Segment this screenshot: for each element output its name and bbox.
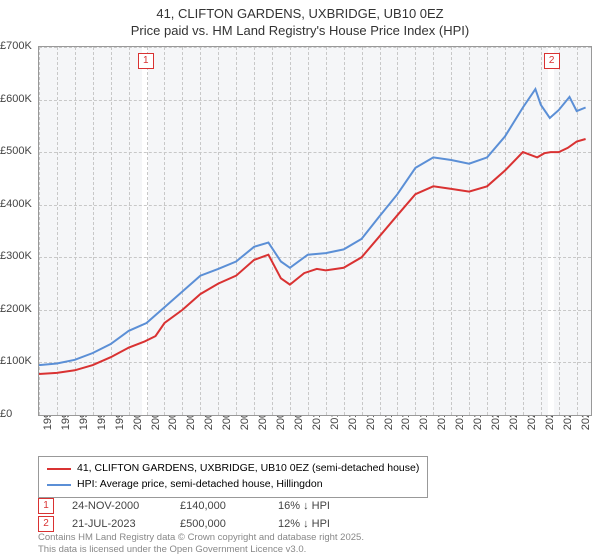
sale-delta-1: 16% HPI	[278, 500, 330, 512]
arrow-down-icon	[303, 518, 309, 530]
footer-line2: This data is licensed under the Open Gov…	[38, 544, 364, 556]
y-tick-label: £200K	[0, 303, 36, 315]
y-tick-label: £0	[0, 408, 36, 420]
sale-row-2: 2 21-JUL-2023 £500,000 12% HPI	[38, 516, 330, 532]
sale-marker-2: 2	[38, 516, 54, 532]
sale-date-1: 24-NOV-2000	[72, 500, 162, 512]
legend-swatch-1	[47, 468, 71, 470]
y-tick-label: £300K	[0, 250, 36, 262]
sale-date-2: 21-JUL-2023	[72, 518, 162, 530]
legend: 41, CLIFTON GARDENS, UXBRIDGE, UB10 0EZ …	[38, 456, 428, 498]
marker-label: 2	[544, 53, 560, 69]
legend-swatch-2	[47, 484, 71, 486]
legend-row-2: HPI: Average price, semi-detached house,…	[47, 477, 419, 493]
sale-row-1: 1 24-NOV-2000 £140,000 16% HPI	[38, 498, 330, 514]
legend-label-2: HPI: Average price, semi-detached house,…	[77, 477, 323, 493]
y-tick-label: £400K	[0, 198, 36, 210]
sale-delta-2: 12% HPI	[278, 518, 330, 530]
series-price_paid	[39, 139, 586, 374]
chart-plot-area: 12	[38, 46, 592, 416]
arrow-down-icon	[303, 500, 309, 512]
footer-line1: Contains HM Land Registry data © Crown c…	[38, 532, 364, 544]
y-tick-label: £600K	[0, 93, 36, 105]
series-hpi	[39, 89, 586, 365]
y-tick-label: £100K	[0, 355, 36, 367]
title-subtitle: Price paid vs. HM Land Registry's House …	[0, 23, 600, 40]
chart-title: 41, CLIFTON GARDENS, UXBRIDGE, UB10 0EZ …	[0, 0, 600, 40]
legend-row-1: 41, CLIFTON GARDENS, UXBRIDGE, UB10 0EZ …	[47, 461, 419, 477]
sale-price-1: £140,000	[180, 500, 260, 512]
title-address: 41, CLIFTON GARDENS, UXBRIDGE, UB10 0EZ	[0, 6, 600, 23]
y-tick-label: £500K	[0, 145, 36, 157]
marker-label: 1	[138, 53, 154, 69]
sale-price-2: £500,000	[180, 518, 260, 530]
chart-lines	[39, 47, 591, 415]
legend-label-1: 41, CLIFTON GARDENS, UXBRIDGE, UB10 0EZ …	[77, 461, 419, 477]
sale-marker-1: 1	[38, 498, 54, 514]
y-tick-label: £700K	[0, 40, 36, 52]
footer-attribution: Contains HM Land Registry data © Crown c…	[38, 532, 364, 556]
